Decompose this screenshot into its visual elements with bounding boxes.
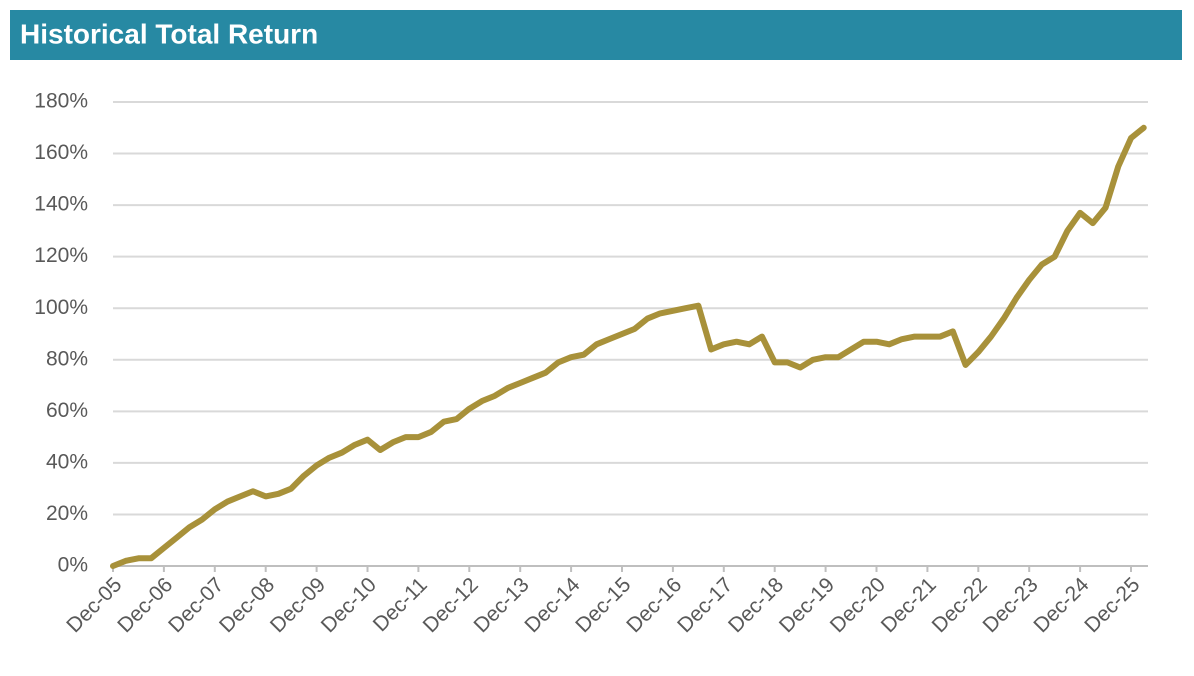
y-tick-label: 60% — [46, 399, 88, 422]
y-tick-label: 40% — [46, 450, 88, 473]
x-tick-label: Dec-20 — [826, 573, 890, 637]
y-tick-label: 140% — [34, 193, 88, 216]
x-tick-label: Dec-09 — [266, 573, 330, 637]
y-tick-label: 80% — [46, 347, 88, 370]
x-tick-label: Dec-14 — [520, 573, 584, 637]
x-tick-label: Dec-07 — [164, 573, 228, 637]
x-tick-label: Dec-22 — [928, 573, 992, 637]
x-tick-label: Dec-12 — [419, 573, 483, 637]
chart-title: Historical Total Return — [20, 18, 318, 49]
x-tick-label: Dec-05 — [62, 573, 126, 637]
y-tick-label: 100% — [34, 296, 88, 319]
x-tick-label: Dec-06 — [113, 573, 177, 637]
x-tick-label: Dec-10 — [317, 573, 381, 637]
x-tick-label: Dec-17 — [673, 573, 737, 637]
x-tick-label: Dec-23 — [979, 573, 1043, 637]
x-tick-label: Dec-21 — [877, 573, 941, 637]
y-tick-label: 0% — [58, 554, 88, 577]
x-tick-label: Dec-25 — [1080, 573, 1144, 637]
line — [110, 124, 1147, 569]
x-tick-label: Dec-18 — [724, 573, 788, 637]
x-tick-label: Dec-08 — [215, 573, 279, 637]
y-tick-label: 160% — [34, 141, 88, 164]
x-tick-label: Dec-19 — [775, 573, 839, 637]
x-tick-label: Dec-11 — [369, 573, 432, 636]
y-tick-label: 20% — [46, 502, 88, 525]
y-tick-label: 180% — [34, 90, 88, 113]
title-bar — [10, 10, 1182, 60]
y-tick-label: 120% — [34, 244, 88, 267]
x-tick-label: Dec-15 — [571, 573, 635, 637]
x-tick-label: Dec-24 — [1029, 573, 1093, 637]
x-tick-label: Dec-13 — [470, 573, 534, 637]
x-tick-label: Dec-16 — [622, 573, 686, 637]
